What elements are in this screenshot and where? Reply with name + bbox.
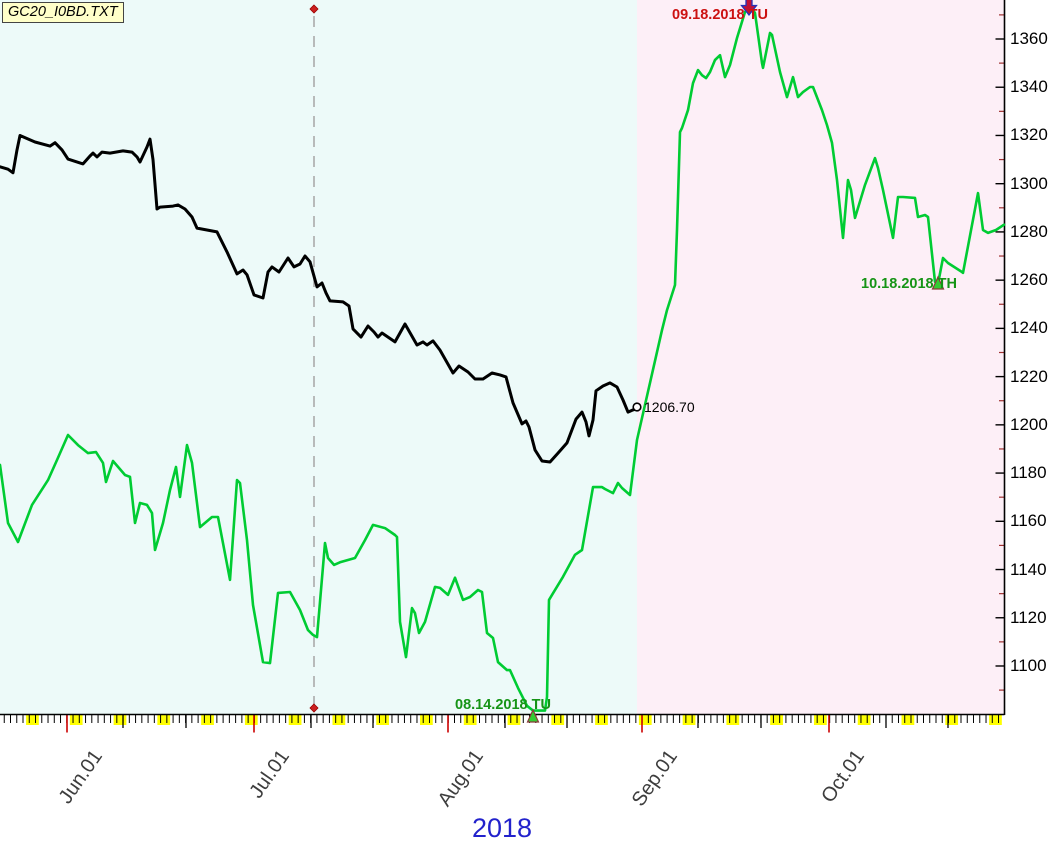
annotation-oct-low-date: 10.18.2018 TH xyxy=(861,276,957,292)
series-line-green xyxy=(0,6,1006,712)
high-arrow-marker xyxy=(740,0,758,17)
plot-background-right xyxy=(637,0,1004,714)
annotation-last-price: 1206.70 xyxy=(644,399,695,415)
low-triangle-marker xyxy=(931,275,945,290)
y-axis-label: 1360 xyxy=(1010,29,1048,48)
chart-title-box: GC20_I0BD.TXT xyxy=(2,2,124,23)
last-price-marker xyxy=(632,402,642,412)
y-axis-label: 1340 xyxy=(1010,77,1048,97)
y-axis-label: 1240 xyxy=(1010,318,1048,338)
y-axis-label: 1200 xyxy=(1010,414,1048,434)
y-axis-label: 1300 xyxy=(1010,173,1048,193)
y-axis-label: 1260 xyxy=(1010,270,1048,290)
y-axis-label: 1120 xyxy=(1010,607,1047,627)
event-dot xyxy=(309,4,319,14)
x-axis-year-label: 2018 xyxy=(471,813,533,843)
y-axis-label: 1160 xyxy=(1010,511,1047,531)
event-dot xyxy=(309,703,319,713)
plot-background-left xyxy=(0,0,637,714)
y-axis-label: 1220 xyxy=(1010,366,1048,386)
y-axis-label: 1140 xyxy=(1010,559,1047,579)
chart-title: GC20_I0BD.TXT xyxy=(8,4,118,20)
annotation-high-date: 09.18.2018 TU xyxy=(672,7,768,23)
y-axis-label: 1320 xyxy=(1010,125,1048,145)
y-axis-label: 1100 xyxy=(1010,655,1047,675)
y-axis-label: 1280 xyxy=(1010,221,1048,241)
y-axis-label: 1180 xyxy=(1010,463,1047,483)
low-triangle-marker xyxy=(526,708,540,723)
annotation-aug-low-date: 08.14.2018 TU xyxy=(455,697,551,713)
series-line-black xyxy=(0,134,639,464)
